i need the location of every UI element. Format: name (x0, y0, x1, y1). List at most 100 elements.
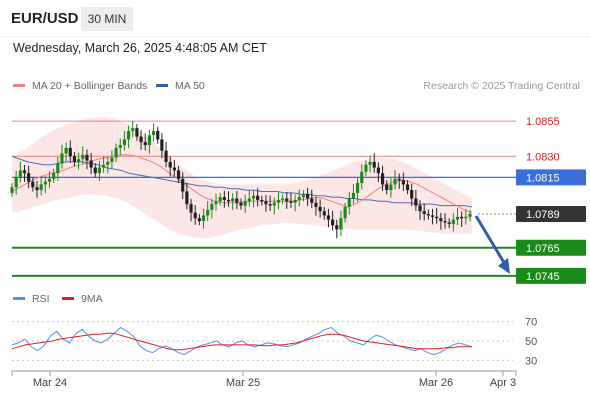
rsi-ma9-line (11, 332, 472, 351)
level-badge-support (516, 267, 586, 284)
candle-body (102, 164, 106, 168)
candle-body (247, 198, 251, 202)
candle-body (10, 187, 14, 193)
candle-body (164, 150, 168, 162)
level-label: 1.0745 (526, 271, 560, 283)
candle-body (35, 187, 39, 191)
candle-body (251, 195, 256, 199)
candle-body (151, 130, 156, 136)
level-badge-pivot (516, 169, 586, 186)
candle-body (72, 156, 77, 162)
candle-body (189, 204, 193, 213)
candle-body (414, 198, 418, 206)
candle-body (301, 194, 306, 198)
candle-body (226, 199, 231, 202)
level-label: 1.0855 (526, 116, 560, 128)
header-divider (0, 36, 590, 37)
level-label: 1.0765 (526, 243, 560, 255)
level-label: 1.0830 (526, 151, 560, 163)
candle-body (272, 202, 276, 206)
candle-body (451, 219, 455, 224)
candle-body (268, 204, 272, 206)
level-badge-support (516, 239, 586, 256)
candle-body (143, 142, 147, 146)
candle-body (360, 171, 364, 184)
candle-body (64, 147, 68, 154)
candle-body (27, 173, 31, 182)
ma9-legend-swatch (62, 297, 74, 300)
candle-body (339, 218, 343, 230)
rsi-tick-label: 50 (525, 336, 537, 348)
candle-body (401, 180, 405, 185)
level-label: 1.0815 (526, 172, 560, 184)
candle-body (243, 201, 247, 206)
candle-body (172, 167, 176, 171)
candle-body (231, 198, 235, 202)
candle-body (318, 206, 322, 212)
candle-body (376, 167, 380, 174)
candle-body (31, 181, 35, 188)
candle-body (310, 198, 314, 203)
candle-body (422, 211, 426, 214)
x-tick-label: Apr 3 (490, 377, 516, 389)
rsi-line (11, 326, 473, 356)
candle-body (206, 209, 210, 216)
ma20-legend-swatch (13, 84, 25, 87)
copyright-text: Research © 2025 Trading Central (423, 80, 580, 92)
candle-body (235, 198, 239, 203)
candle-body (351, 192, 356, 199)
candle-body (443, 221, 447, 223)
candle-body (135, 128, 139, 137)
forecast-arrow-shaft (474, 215, 508, 267)
candle-body (264, 201, 268, 205)
candle-body (426, 214, 430, 216)
candle-body (347, 198, 351, 207)
candle-body (43, 181, 47, 185)
candle-body (18, 170, 22, 178)
candle-body (210, 204, 214, 210)
candle-body (81, 154, 85, 160)
candle-body (201, 215, 206, 222)
candle-body (160, 139, 164, 151)
candle-body (239, 202, 243, 206)
candle-body (131, 128, 135, 131)
candle-body (256, 195, 260, 200)
candle-body (439, 218, 443, 222)
candle-body (14, 177, 18, 188)
x-tick-label: Mar 25 (226, 377, 260, 389)
candle-body (447, 222, 451, 224)
rsi-legend-label: RSI (32, 293, 50, 305)
candle-body (47, 178, 52, 182)
candle-body (39, 184, 43, 191)
candle-body (314, 202, 318, 207)
candle-body (181, 178, 185, 192)
candle-body (176, 170, 181, 179)
candle-body (77, 159, 81, 162)
level-badge-current (516, 206, 586, 222)
candle-body (93, 167, 97, 174)
candle-body (293, 199, 297, 203)
rsi-tick-label: 70 (525, 317, 537, 329)
candle-body (126, 130, 131, 140)
candle-body (222, 197, 226, 200)
candle-body (364, 164, 368, 172)
candle-body (389, 184, 393, 191)
candle-body (281, 198, 285, 200)
candle-body (368, 161, 372, 165)
ma20-legend-label: MA 20 + Bollinger Bands (32, 80, 148, 92)
candle-body (97, 167, 102, 174)
chart-datetime: Wednesday, March 26, 2025 4:48:05 AM CET (13, 41, 267, 55)
candle-body (260, 199, 264, 202)
candle-body (89, 160, 93, 168)
candle-body (435, 216, 439, 219)
candle-body (156, 130, 160, 140)
forecast-arrow-head (498, 257, 510, 274)
candle-body (214, 201, 218, 205)
candle-body (418, 205, 422, 212)
x-tick-label: Mar 24 (33, 377, 67, 389)
candle-body (464, 216, 468, 219)
candle-body (410, 190, 414, 199)
timeframe-badge[interactable]: 30 MIN (81, 7, 133, 31)
ma50-legend-swatch (156, 84, 168, 87)
